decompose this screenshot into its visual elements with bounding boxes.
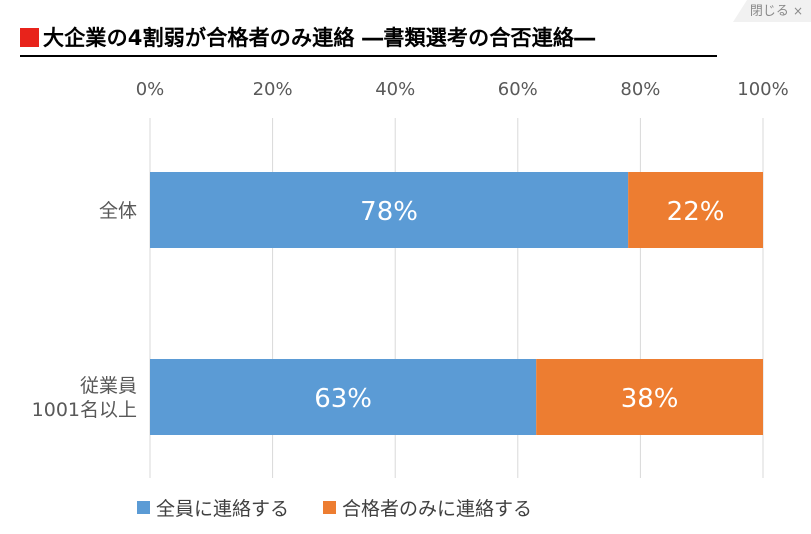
legend-item-passed-only: 合格者のみに連絡する: [323, 494, 532, 521]
category-label-line: 従業員: [80, 375, 137, 397]
x-tick-label: 20%: [253, 79, 293, 100]
legend-item-all: 全員に連絡する: [137, 494, 289, 521]
category-label: 全体: [99, 200, 137, 222]
x-tick-label: 40%: [375, 79, 415, 100]
bar-data-label: 78%: [360, 197, 418, 227]
close-icon: ×: [792, 4, 803, 18]
chart-title: 大企業の4割弱が合格者のみ連絡 ―書類選考の合否連絡―: [43, 26, 596, 50]
bar-segment: [628, 172, 763, 248]
category-label-line: 1001名以上: [32, 399, 137, 421]
legend-label-passed-only: 合格者のみに連絡する: [342, 498, 533, 520]
x-tick-label: 0%: [136, 79, 165, 100]
close-button[interactable]: 閉じる ×: [733, 0, 811, 22]
bar-data-label: 38%: [621, 384, 679, 414]
chart-title-bar: 大企業の4割弱が合格者のみ連絡 ―書類選考の合否連絡―: [20, 22, 717, 57]
category-label: 従業員 1001名以上: [32, 375, 137, 421]
chart-legend: 全員に連絡する 合格者のみに連絡する: [137, 494, 566, 521]
bar-segment: [536, 359, 763, 435]
bar-data-label: 22%: [667, 197, 725, 227]
x-tick-label: 80%: [620, 79, 660, 100]
legend-swatch-passed-only: [323, 501, 337, 514]
title-marker-icon: [20, 27, 39, 47]
bar-segment: [150, 172, 629, 248]
x-tick-label: 100%: [737, 79, 788, 100]
bar-segment: [150, 359, 537, 435]
category-label-line: 全体: [99, 200, 137, 222]
bar-data-label: 63%: [314, 384, 372, 414]
legend-swatch-all: [137, 501, 150, 514]
close-label: 閉じる: [749, 4, 789, 19]
legend-label-all: 全員に連絡する: [156, 498, 290, 520]
x-tick-label: 60%: [498, 79, 538, 100]
